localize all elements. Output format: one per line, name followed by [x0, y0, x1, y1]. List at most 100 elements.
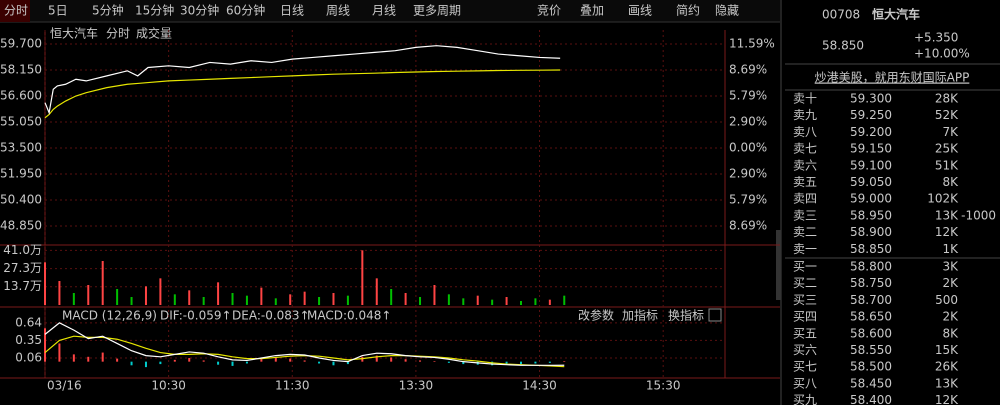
volume-toggle[interactable]: 成交量: [136, 26, 172, 41]
book-volume: 26K: [935, 360, 959, 374]
macd-bar: [419, 360, 422, 362]
book-label: 买一: [793, 260, 817, 274]
y-tick-label: 0.06: [15, 351, 42, 365]
indicator-button[interactable]: 加指标: [622, 308, 658, 323]
book-price: 58.450: [850, 376, 892, 390]
chart-mode: 分时: [106, 27, 130, 41]
book-volume: 500: [935, 293, 958, 307]
indicator-button[interactable]: 换指标: [668, 308, 704, 323]
volume-bar: [101, 261, 104, 305]
book-volume: 2K: [942, 310, 959, 324]
tool-button[interactable]: 画线: [628, 4, 652, 18]
volume-bar: [303, 291, 306, 305]
promo-link[interactable]: 炒港美股，就用东财国际APP: [815, 71, 970, 85]
volume-bar: [419, 297, 422, 305]
book-label: 卖一: [793, 242, 817, 256]
average-line: [44, 69, 561, 119]
y-tick-label: 13.7万: [3, 279, 42, 293]
volume-bar: [144, 286, 147, 305]
tool-button[interactable]: 简约: [676, 3, 700, 18]
volume-bar: [87, 285, 90, 305]
volume-bar: [202, 297, 205, 305]
macd-bar: [202, 360, 205, 362]
book-price: 58.400: [850, 393, 892, 405]
macd-bar: [44, 328, 46, 362]
volume-bar: [534, 298, 537, 305]
book-volume: 12K: [935, 225, 959, 239]
volume-bar: [130, 297, 133, 305]
y2-tick-label: 2.90%: [729, 114, 767, 128]
y2-tick-label: 2.90%: [729, 167, 767, 181]
y-tick-label: 50.400: [0, 193, 42, 207]
dif-line: [44, 322, 565, 366]
y2-tick-label: 8.69%: [729, 63, 767, 77]
period-tab[interactable]: 30分钟: [180, 3, 219, 18]
volume-bar: [231, 293, 234, 305]
indicator-button[interactable]: 改参数: [578, 308, 614, 323]
quote-name: 恒大汽车: [872, 7, 920, 22]
book-price: 58.900: [850, 225, 892, 239]
book-label: 卖九: [793, 108, 817, 122]
y-tick-label: 51.950: [0, 167, 42, 181]
volume-bar: [433, 285, 436, 305]
macd-bar: [491, 361, 494, 366]
period-tab[interactable]: 分时: [4, 4, 28, 18]
volume-bar: [188, 290, 191, 305]
book-volume: 102K: [927, 192, 959, 206]
book-price: 58.850: [850, 242, 892, 256]
volume-bar: [116, 289, 119, 305]
period-tab[interactable]: 5日: [48, 4, 68, 18]
period-tab[interactable]: 日线: [280, 4, 304, 18]
macd-bar: [217, 361, 220, 365]
close-button[interactable]: [708, 308, 722, 322]
tool-button[interactable]: 隐藏: [715, 4, 739, 18]
period-tab[interactable]: 月线: [372, 4, 396, 18]
book-label: 卖三: [793, 208, 817, 222]
y-tick-label: 41.0万: [3, 243, 42, 257]
y-tick-label: 27.3万: [3, 261, 42, 275]
macd-bar: [563, 361, 566, 362]
y2-tick-label: 8.69%: [729, 219, 767, 233]
change-pct: +10.00%: [914, 47, 970, 61]
period-tab[interactable]: 60分钟: [226, 3, 265, 18]
y2-tick-label: 5.79%: [729, 89, 767, 103]
book-volume: 8K: [942, 326, 959, 340]
period-tab[interactable]: 更多周期: [413, 4, 461, 18]
macd-bar: [144, 361, 147, 368]
x-tick-label: 13:30: [399, 379, 434, 393]
dea-label: DEA:-0.083↑: [232, 309, 310, 323]
y2-tick-label: 5.79%: [729, 192, 767, 206]
macd-bar: [433, 361, 436, 362]
period-tab[interactable]: 周线: [326, 4, 350, 18]
book-price: 59.050: [850, 175, 892, 189]
period-tab[interactable]: 15分钟: [135, 3, 174, 18]
volume-bar: [346, 295, 349, 305]
book-volume: 8K: [942, 175, 959, 189]
book-label: 买二: [793, 276, 817, 290]
book-label: 卖二: [793, 225, 817, 239]
stock-name: 恒大汽车: [50, 26, 98, 41]
macd-bar: [274, 358, 277, 362]
volume-bar: [404, 293, 407, 305]
macd-bar: [188, 358, 191, 362]
change: +5.350: [914, 31, 958, 45]
stock-code: 00708: [822, 8, 860, 22]
book-volume: 13K: [935, 376, 959, 390]
book-label: 买三: [793, 293, 817, 307]
period-tab[interactable]: 5分钟: [92, 3, 124, 18]
tool-button[interactable]: 叠加: [580, 4, 604, 18]
tool-button[interactable]: 竞价: [537, 4, 561, 18]
book-price: 58.950: [850, 208, 892, 222]
volume-bar: [72, 293, 75, 305]
volume-bar: [548, 299, 551, 305]
macd-bar: [303, 360, 306, 362]
book-volume: 2K: [942, 276, 959, 290]
book-volume: 52K: [935, 108, 959, 122]
macd-bar: [520, 361, 522, 365]
y-tick-label: 53.500: [0, 141, 42, 155]
y-tick-label: 55.050: [0, 115, 42, 129]
scrollbar[interactable]: [776, 230, 781, 300]
last-price: 58.850: [822, 39, 864, 53]
volume-bar: [318, 297, 321, 305]
